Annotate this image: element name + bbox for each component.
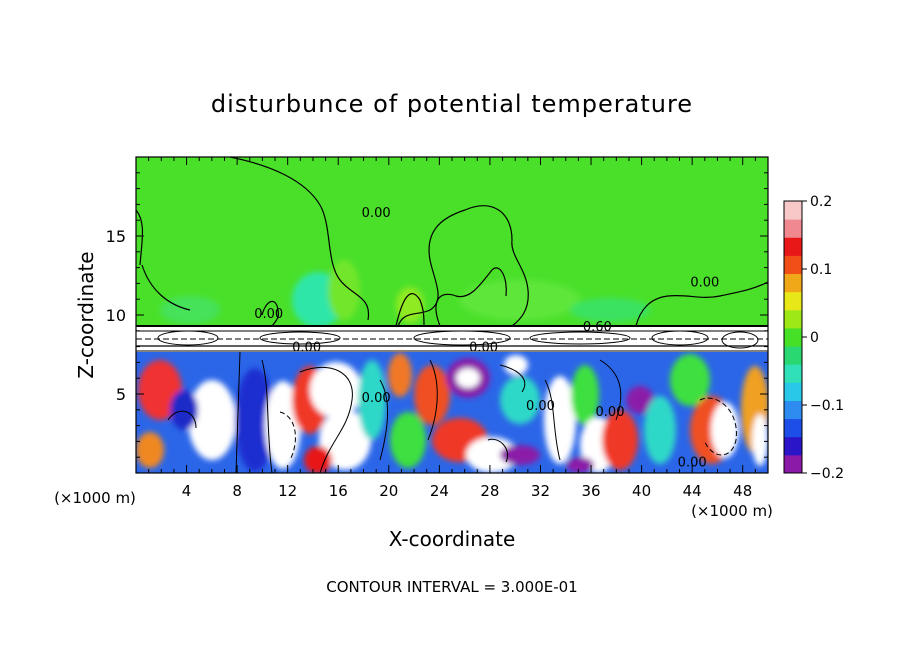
upper-layer-field — [136, 157, 768, 327]
x-tick-label: 40 — [632, 482, 651, 500]
contour-label: 0.00 — [526, 399, 555, 414]
x-axis-unit: (×1000 m) — [691, 502, 773, 520]
colorbar-swatch — [784, 346, 802, 365]
colorbar-swatch — [784, 418, 802, 438]
colorbar-swatch — [784, 327, 802, 347]
contour-interval-note: CONTOUR INTERVAL = 3.000E-01 — [326, 578, 577, 596]
x-tick-label: 16 — [329, 482, 348, 500]
x-tick-label: 8 — [232, 482, 242, 500]
colorbar-tick-label: 0.1 — [810, 262, 832, 278]
colorbar-swatch — [784, 382, 802, 401]
x-tick-label: 36 — [581, 482, 600, 500]
colorbar-swatch — [784, 273, 802, 293]
colorbar-swatch — [784, 364, 802, 383]
colorbar-swatch — [784, 309, 802, 329]
x-tick-label: 32 — [531, 482, 550, 500]
colorbar-swatch — [784, 237, 802, 256]
colorbar-swatch — [784, 400, 802, 420]
colorbar-swatch — [784, 219, 802, 238]
x-tick-label: 24 — [430, 482, 449, 500]
y-axis-label: Z-coordinate — [74, 251, 98, 378]
colorbar-swatch — [784, 436, 802, 456]
x-axis-ticks: 4 8 12 16 20 24 28 32 36 40 44 48 — [148, 157, 756, 500]
colorbar: 0.2 0.1 0 −0.1 −0.2 — [783, 194, 844, 482]
contour-label: 0.60 — [583, 320, 612, 335]
contour-label: 0.00 — [690, 276, 719, 291]
contour-label: 0.00 — [678, 456, 707, 471]
colorbar-tick-label: −0.1 — [810, 398, 844, 414]
contour-labels: 0.00 0.00 0.00 0.60 0.00 0.00 0.00 0.00 0.00 0.00 — [254, 206, 719, 471]
y-axis-unit: (×1000 m) — [54, 489, 136, 507]
colorbar-tick-label: 0 — [810, 330, 819, 346]
y-tick-label: 5 — [116, 385, 126, 404]
colorbar-ticks: 0.2 0.1 0 −0.1 −0.2 — [802, 194, 844, 482]
upper-layer-contours — [136, 157, 768, 327]
colorbar-tick-label: 0.2 — [810, 194, 832, 210]
contour-label: 0.00 — [292, 340, 321, 355]
y-tick-label: 15 — [106, 227, 126, 246]
contour-label: 0.00 — [469, 340, 498, 355]
contour-label: 0.00 — [596, 405, 625, 420]
x-tick-label: 4 — [182, 482, 192, 500]
x-tick-label: 48 — [733, 482, 752, 500]
chart-title: disturbunce of potential temperature — [211, 90, 693, 118]
lower-layer-contours — [167, 351, 737, 473]
x-axis-label: X-coordinate — [389, 527, 516, 551]
x-tick-label: 28 — [480, 482, 499, 500]
x-tick-label: 20 — [379, 482, 398, 500]
plot-area: 0.00 0.00 0.00 0.60 0.00 0.00 0.00 0.00 0.00 0.00 — [136, 157, 768, 473]
contour-label: 0.00 — [362, 206, 391, 221]
x-tick-label: 44 — [683, 482, 702, 500]
y-axis-ticks: 5 10 15 — [106, 172, 768, 458]
contour-label: 0.00 — [254, 307, 283, 322]
colorbar-swatch — [784, 291, 802, 311]
colorbar-swatch — [784, 454, 802, 474]
lower-layer-features — [136, 353, 768, 473]
colorbar-swatch — [784, 255, 802, 275]
colorbar-swatches — [784, 201, 802, 474]
interface-band — [136, 325, 768, 352]
contour-label: 0.00 — [362, 391, 391, 406]
colorbar-tick-label: −0.2 — [810, 466, 844, 482]
colorbar-swatch — [784, 201, 802, 220]
x-tick-label: 12 — [278, 482, 297, 500]
y-tick-label: 10 — [106, 306, 126, 325]
